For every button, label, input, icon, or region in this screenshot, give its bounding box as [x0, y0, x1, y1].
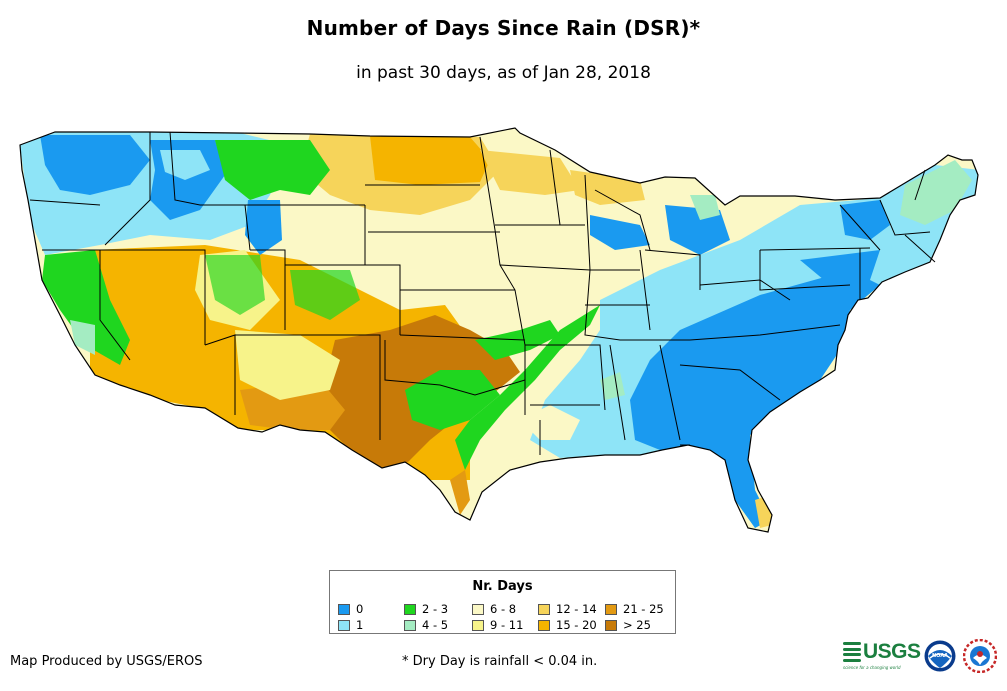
legend-swatch	[472, 619, 484, 631]
dry-day-note: * Dry Day is rainfall < 0.04 in.	[402, 654, 598, 669]
legend-swatch	[605, 603, 617, 615]
legend-swatch	[472, 603, 484, 615]
legend-swatch	[605, 619, 617, 631]
usgs-wave-icon	[843, 642, 861, 662]
legend-swatch	[404, 603, 416, 615]
legend-label: 12 - 14	[556, 602, 597, 616]
legend-label: > 25	[623, 618, 651, 632]
noaa-logo-icon: NOAA	[924, 640, 956, 672]
map-title: Number of Days Since Rain (DSR)*	[306, 16, 701, 40]
usgs-tagline: science for a changing world	[843, 665, 901, 670]
legend-item-9: > 25	[605, 618, 651, 632]
legend-swatch	[338, 619, 350, 631]
state-borders	[19, 127, 979, 533]
nws-logo-icon	[963, 639, 997, 673]
legend-item-2: 2 - 3	[404, 602, 448, 616]
legend-item-6: 12 - 14	[538, 602, 597, 616]
dsr-fill	[20, 128, 978, 532]
legend-swatch	[338, 603, 350, 615]
legend-item-0: 0	[338, 602, 363, 616]
legend-label: 1	[356, 618, 364, 632]
usgs-logo-text: USGS	[863, 640, 921, 663]
usgs-logo: USGS science for a changing world	[843, 640, 921, 670]
noaa-logo-text: NOAA	[932, 653, 948, 659]
legend-swatch	[538, 619, 550, 631]
producer-credit: Map Produced by USGS/EROS	[10, 654, 203, 669]
legend-item-1: 1	[338, 618, 363, 632]
legend-swatch	[538, 603, 550, 615]
legend-item-7: 15 - 20	[538, 618, 597, 632]
legend-item-4: 6 - 8	[472, 602, 516, 616]
legend-swatch	[404, 619, 416, 631]
legend-label: 2 - 3	[422, 602, 449, 616]
legend-label: 21 - 25	[623, 602, 664, 616]
legend-title: Nr. Days	[472, 579, 533, 594]
legend-label: 15 - 20	[556, 618, 597, 632]
dsr-map	[19, 127, 979, 533]
legend-item-5: 9 - 11	[472, 618, 523, 632]
legend-item-8: 21 - 25	[605, 602, 664, 616]
legend-label: 6 - 8	[490, 602, 517, 616]
legend-label: 4 - 5	[422, 618, 449, 632]
legend: Nr. Days 0 1 2 - 3 4 - 5 6 - 8 9 - 11 12…	[329, 570, 676, 634]
legend-label: 9 - 11	[490, 618, 524, 632]
map-subtitle: in past 30 days, as of Jan 28, 2018	[356, 63, 651, 83]
legend-label: 0	[356, 602, 364, 616]
legend-item-3: 4 - 5	[404, 618, 448, 632]
